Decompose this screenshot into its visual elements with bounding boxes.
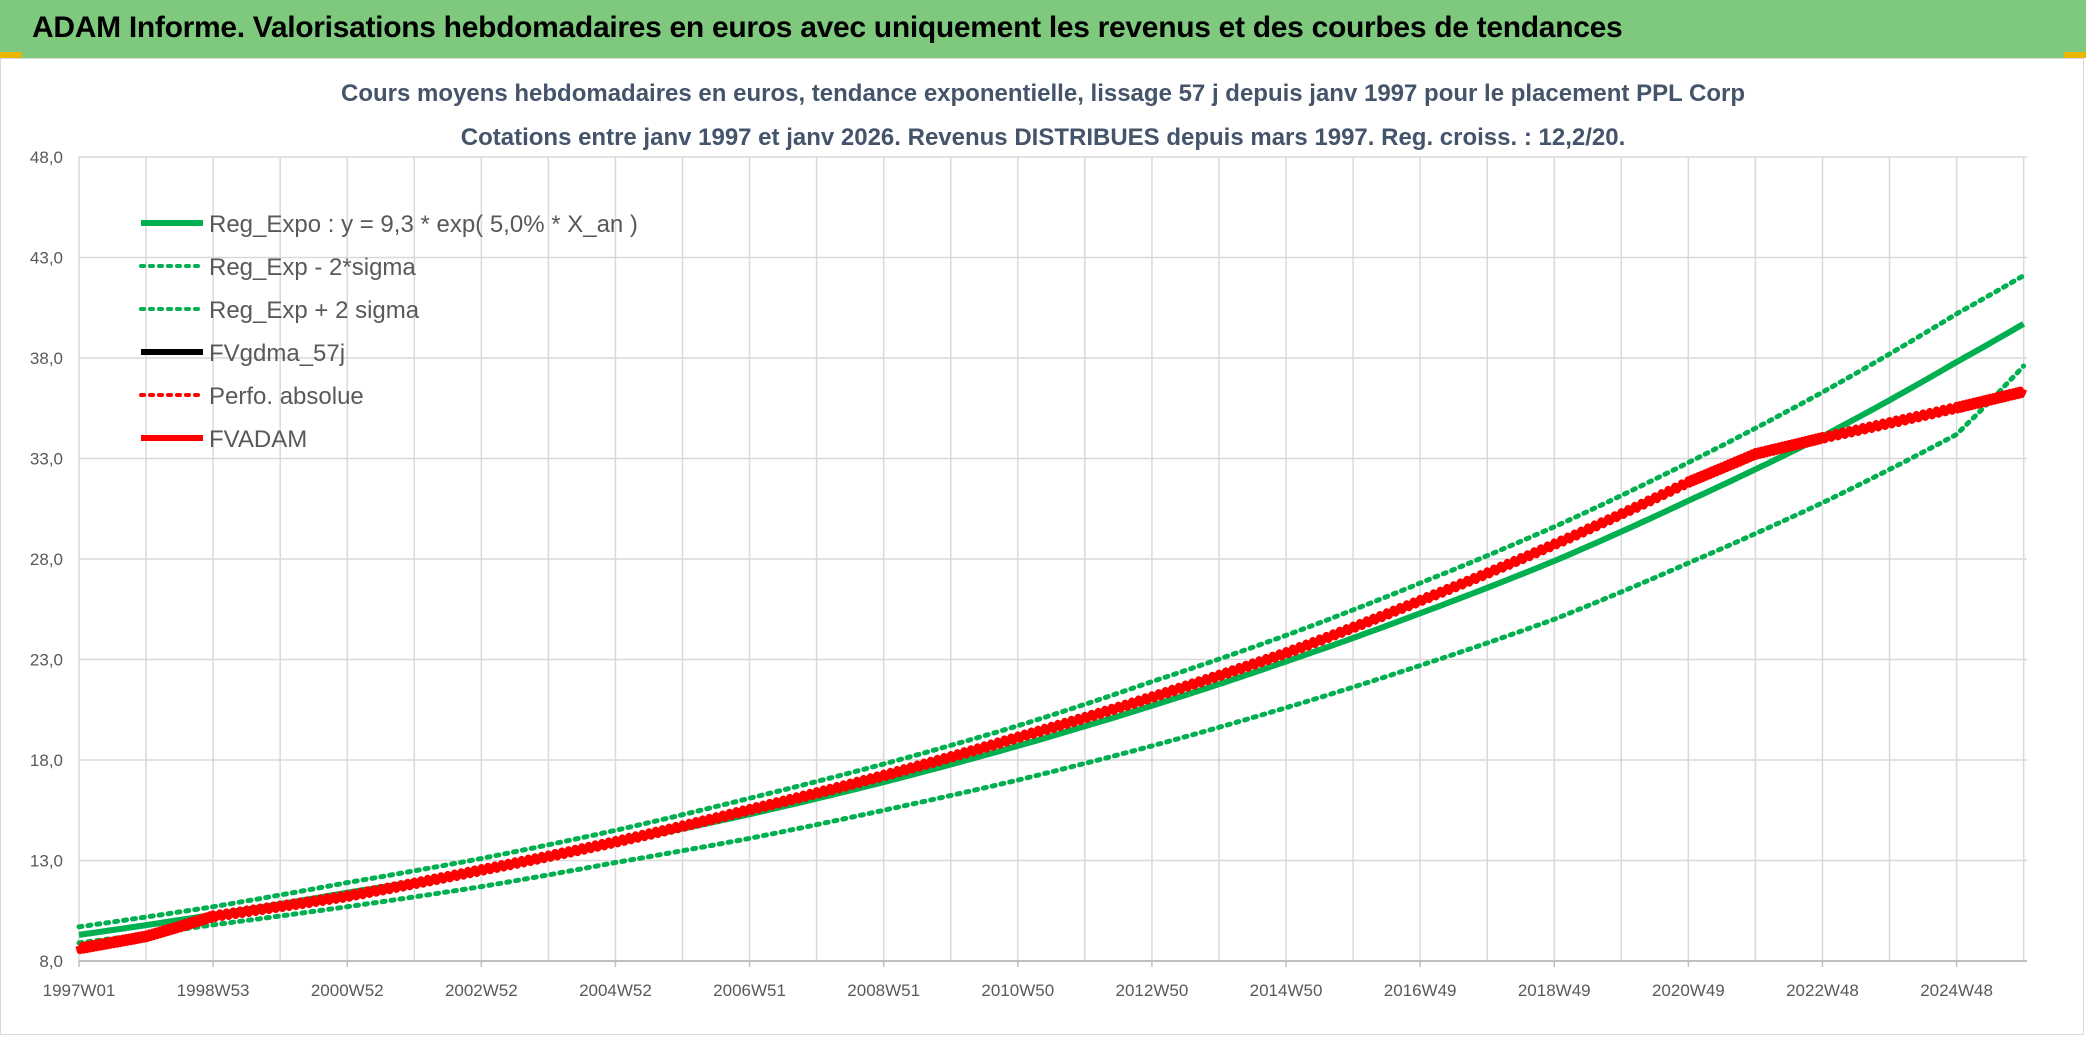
y-tick-label: 13,0 xyxy=(30,852,63,871)
x-tick-label: 2010W50 xyxy=(981,981,1054,1000)
y-axis: 8,0 13,0 18,0 23,0 28,0 33,0 38,0 43,0 48,0 xyxy=(30,148,63,971)
chart-title: Cours moyens hebdomadaires en euros, ten… xyxy=(341,80,1745,107)
legend-label: Reg_Expo : y = 9,3 * exp( 5,0% * X_an ) xyxy=(209,211,638,238)
legend-label: Reg_Exp - 2*sigma xyxy=(209,254,416,281)
page-title: ADAM Informe. Valorisations hebdomadaire… xyxy=(32,11,1623,44)
x-tick-label: 2008W51 xyxy=(847,981,920,1000)
x-tick-label: 1998W53 xyxy=(177,981,250,1000)
series-line xyxy=(76,363,2027,946)
y-tick-label: 23,0 xyxy=(30,651,63,670)
x-tick-label: 1997W01 xyxy=(43,981,116,1000)
y-tick-label: 38,0 xyxy=(30,349,63,368)
legend-label: Reg_Exp + 2 sigma xyxy=(209,297,420,324)
x-tick-label: 2002W52 xyxy=(445,981,518,1000)
chart-subtitle: Cotations entre janv 1997 et janv 2026. … xyxy=(461,124,1626,151)
corner-marker xyxy=(2064,52,2086,58)
series-line xyxy=(76,273,2027,930)
legend-label: FVADAM xyxy=(209,426,307,453)
legend-label: FVgdma_57j xyxy=(209,340,345,367)
y-tick-label: 8,0 xyxy=(39,952,63,971)
y-tick-label: 18,0 xyxy=(30,751,63,770)
series-line xyxy=(75,386,2027,955)
legend-label: Perfo. absolue xyxy=(209,383,364,410)
x-tick-label: 2020W49 xyxy=(1652,981,1725,1000)
title-background xyxy=(331,67,1731,155)
header-banner: ADAM Informe. Valorisations hebdomadaire… xyxy=(0,0,2086,58)
x-tick-label: 2018W49 xyxy=(1518,981,1591,1000)
x-tick-label: 2022W48 xyxy=(1786,981,1859,1000)
chart-frame: Cours moyens hebdomadaires en euros, ten… xyxy=(0,58,2084,1035)
plot-area xyxy=(75,273,2027,955)
y-tick-label: 28,0 xyxy=(30,550,63,569)
x-tick-label: 2000W52 xyxy=(311,981,384,1000)
x-tick-label: 2006W51 xyxy=(713,981,786,1000)
x-axis: 1997W01 1998W53 2000W52 2002W52 2004W52 2006W… xyxy=(43,960,2027,1000)
x-tick-label: 2012W50 xyxy=(1116,981,1189,1000)
y-tick-label: 43,0 xyxy=(30,249,63,268)
x-tick-label: 2014W50 xyxy=(1250,981,1323,1000)
legend: Reg_Expo : y = 9,3 * exp( 5,0% * X_an ) R… xyxy=(139,211,638,453)
y-tick-label: 48,0 xyxy=(30,148,63,167)
x-tick-label: 2016W49 xyxy=(1384,981,1457,1000)
grid xyxy=(78,156,2027,962)
x-tick-label: 2004W52 xyxy=(579,981,652,1000)
line-chart: Cours moyens hebdomadaires en euros, ten… xyxy=(30,67,2027,1000)
x-tick-label: 2024W48 xyxy=(1920,981,1993,1000)
corner-marker xyxy=(0,52,22,58)
series-line xyxy=(78,321,2026,938)
y-tick-label: 33,0 xyxy=(30,450,63,469)
